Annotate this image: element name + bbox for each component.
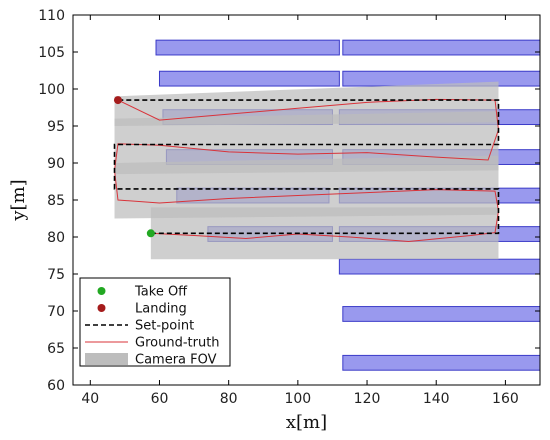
y-tick-label: 65 [47, 341, 65, 357]
legend: Take Off Landing Set-point Ground-truth Came… [79, 277, 231, 368]
legend-label-takeoff: Take Off [134, 285, 188, 300]
camera-fov-bands [114, 81, 499, 260]
takeoff-marker [146, 229, 155, 238]
legend-label-fov: Camera FOV [135, 353, 217, 368]
ground-truth-line [114, 98, 499, 242]
y-tick-label: 70 [47, 304, 65, 320]
x-tick-label: 140 [423, 391, 450, 407]
building-rect [338, 258, 541, 275]
x-tick-label: 80 [220, 391, 238, 407]
y-tick-label: 80 [47, 230, 65, 246]
legend-label-setpoint: Set-point [135, 319, 194, 334]
legend-landing-swatch [97, 304, 106, 312]
trajectory-lines [113, 98, 500, 242]
building-rect [342, 354, 541, 371]
legend-label-groundtruth: Ground-truth [135, 336, 220, 351]
set-point-line [113, 99, 500, 235]
legend-fov-swatch [85, 353, 128, 365]
legend-label-landing: Landing [135, 302, 187, 317]
camera-fov-band [114, 81, 499, 126]
y-tick-label: 100 [38, 82, 65, 98]
building-rect [155, 39, 340, 56]
axes: 40 60 80 100 120 140 160 60 65 70 75 80 85 90 95 100 105… [38, 8, 540, 407]
building-rect [342, 306, 541, 322]
y-tick-label: 110 [38, 8, 65, 24]
landing-marker [113, 96, 122, 105]
y-tick-label: 105 [38, 45, 65, 61]
x-tick-label: 40 [81, 391, 99, 407]
y-tick-label: 60 [47, 378, 65, 394]
x-axis-label: x[m] [286, 412, 327, 433]
y-tick-label: 90 [47, 156, 65, 172]
y-tick-label: 95 [47, 119, 65, 135]
building-rect [158, 70, 340, 87]
y-tick-label: 75 [47, 267, 65, 283]
building-rect [342, 39, 541, 56]
x-tick-label: 160 [492, 391, 519, 407]
y-tick-label: 85 [47, 193, 65, 209]
y-axis-label: y[m] [8, 179, 29, 221]
x-tick-label: 100 [284, 391, 311, 407]
x-tick-label: 120 [354, 391, 381, 407]
markers [113, 96, 155, 238]
x-tick-label: 60 [151, 391, 169, 407]
camera-fov-band [150, 207, 499, 260]
camera-fov-band [114, 111, 499, 175]
legend-takeoff-swatch [97, 287, 106, 295]
